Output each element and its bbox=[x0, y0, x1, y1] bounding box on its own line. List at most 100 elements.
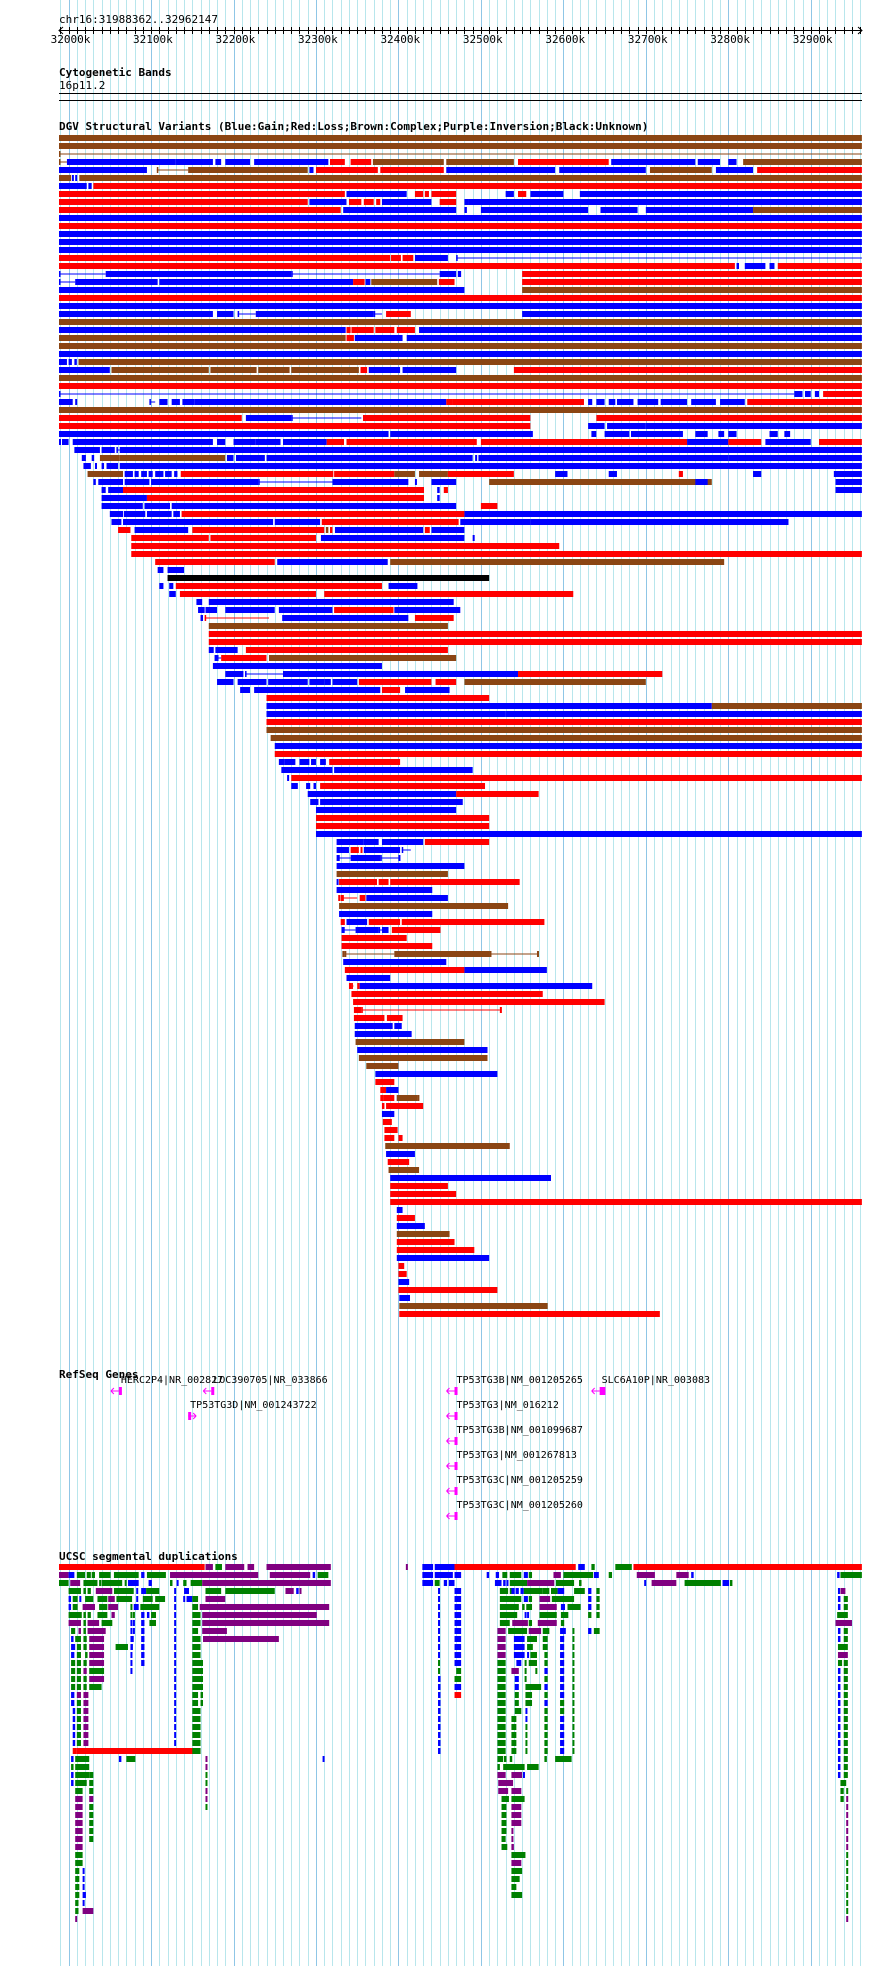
segdup-feature[interactable] bbox=[528, 1628, 542, 1634]
segdup-feature[interactable] bbox=[87, 1620, 100, 1626]
segdup-feature[interactable] bbox=[511, 1852, 526, 1858]
gene-label[interactable]: HERC2P4|NR_002827 bbox=[120, 1375, 224, 1386]
segdup-feature[interactable] bbox=[174, 1732, 177, 1738]
segdup-feature[interactable] bbox=[72, 1732, 76, 1738]
segdup-feature[interactable] bbox=[544, 1748, 548, 1754]
segdup-feature[interactable] bbox=[174, 1588, 177, 1594]
dgv-variant[interactable] bbox=[346, 919, 368, 925]
dgv-variant[interactable] bbox=[452, 399, 584, 405]
dgv-variant[interactable] bbox=[736, 263, 740, 269]
dgv-variant-intron[interactable] bbox=[217, 657, 222, 659]
dgv-variant[interactable] bbox=[233, 439, 256, 445]
dgv-variant[interactable] bbox=[439, 199, 457, 205]
segdup-feature[interactable] bbox=[837, 1596, 841, 1602]
dgv-variant[interactable] bbox=[111, 519, 122, 525]
segdup-feature[interactable] bbox=[71, 1668, 76, 1674]
segdup-feature[interactable] bbox=[837, 1732, 841, 1738]
dgv-variant[interactable] bbox=[435, 679, 457, 685]
segdup-feature[interactable] bbox=[454, 1596, 462, 1602]
segdup-feature[interactable] bbox=[149, 1620, 157, 1626]
segdup-feature[interactable] bbox=[75, 1812, 83, 1818]
segdup-feature[interactable] bbox=[572, 1740, 575, 1746]
dgv-variant[interactable] bbox=[208, 623, 448, 629]
segdup-feature[interactable] bbox=[438, 1588, 441, 1594]
segdup-feature[interactable] bbox=[200, 1700, 204, 1706]
segdup-feature[interactable] bbox=[593, 1628, 600, 1634]
segdup-feature[interactable] bbox=[205, 1756, 208, 1762]
segdup-feature[interactable] bbox=[497, 1652, 506, 1658]
segdup-feature[interactable] bbox=[560, 1748, 565, 1754]
segdup-feature[interactable] bbox=[443, 1580, 448, 1586]
segdup-feature[interactable] bbox=[544, 1684, 548, 1690]
segdup-feature[interactable] bbox=[572, 1652, 575, 1658]
dgv-variant[interactable] bbox=[146, 495, 425, 501]
dgv-variant[interactable] bbox=[350, 855, 381, 861]
segdup-feature[interactable] bbox=[192, 1612, 201, 1618]
dgv-variant[interactable] bbox=[765, 439, 811, 445]
segdup-feature[interactable] bbox=[87, 1612, 91, 1618]
segdup-feature[interactable] bbox=[454, 1676, 462, 1682]
dgv-variant[interactable] bbox=[287, 775, 290, 781]
dgv-variant[interactable] bbox=[505, 711, 862, 717]
segdup-feature[interactable] bbox=[527, 1644, 533, 1650]
dgv-variant[interactable] bbox=[388, 583, 418, 589]
segdup-feature[interactable] bbox=[544, 1700, 548, 1706]
segdup-feature[interactable] bbox=[636, 1572, 655, 1578]
segdup-feature[interactable] bbox=[524, 1612, 527, 1618]
segdup-feature[interactable] bbox=[840, 1588, 846, 1594]
segdup-feature[interactable] bbox=[501, 1820, 507, 1826]
dgv-variant[interactable] bbox=[119, 455, 226, 461]
dgv-variant[interactable] bbox=[59, 383, 862, 389]
segdup-feature[interactable] bbox=[567, 1604, 581, 1610]
dgv-variant[interactable] bbox=[447, 471, 514, 477]
segdup-feature[interactable] bbox=[72, 1716, 76, 1722]
dgv-variant[interactable] bbox=[194, 399, 447, 405]
segdup-feature[interactable] bbox=[101, 1620, 113, 1626]
segdup-feature[interactable] bbox=[843, 1700, 848, 1706]
segdup-feature[interactable] bbox=[83, 1660, 87, 1666]
dgv-variant[interactable] bbox=[678, 471, 683, 477]
dgv-variant[interactable] bbox=[464, 511, 862, 517]
dgv-variant[interactable] bbox=[456, 791, 539, 797]
dgv-variant[interactable] bbox=[728, 439, 762, 445]
dgv-variant[interactable] bbox=[384, 1135, 395, 1141]
segdup-feature[interactable] bbox=[75, 1900, 79, 1906]
dgv-variant[interactable] bbox=[468, 199, 862, 205]
segdup-feature[interactable] bbox=[174, 1708, 177, 1714]
segdup-feature[interactable] bbox=[843, 1740, 848, 1746]
segdup-feature[interactable] bbox=[76, 1708, 81, 1714]
dgv-variant[interactable] bbox=[332, 679, 358, 685]
dgv-variant[interactable] bbox=[59, 231, 862, 237]
segdup-feature[interactable] bbox=[497, 1660, 506, 1666]
gene-label[interactable]: TP53TG3C|NM_001205259 bbox=[456, 1475, 583, 1486]
segdup-feature[interactable] bbox=[75, 1804, 83, 1810]
segdup-feature[interactable] bbox=[192, 1668, 204, 1674]
dgv-variant[interactable] bbox=[715, 167, 754, 173]
segdup-feature[interactable] bbox=[572, 1716, 575, 1722]
segdup-feature[interactable] bbox=[528, 1620, 533, 1626]
dgv-variant[interactable] bbox=[59, 135, 862, 141]
dgv-variant[interactable] bbox=[353, 1015, 385, 1021]
segdup-feature[interactable] bbox=[130, 1628, 133, 1634]
segdup-feature[interactable] bbox=[71, 1636, 74, 1642]
segdup-feature[interactable] bbox=[837, 1612, 848, 1618]
dgv-variant[interactable] bbox=[278, 607, 333, 613]
segdup-feature[interactable] bbox=[405, 1564, 408, 1570]
segdup-feature[interactable] bbox=[130, 1644, 133, 1650]
segdup-feature[interactable] bbox=[579, 1580, 582, 1586]
segdup-feature[interactable] bbox=[516, 1660, 522, 1666]
segdup-feature[interactable] bbox=[843, 1732, 848, 1738]
segdup-feature[interactable] bbox=[141, 1660, 145, 1666]
dgv-variant[interactable] bbox=[175, 583, 382, 589]
segdup-feature[interactable] bbox=[511, 1748, 517, 1754]
dgv-variant[interactable] bbox=[353, 1007, 362, 1013]
segdup-feature[interactable] bbox=[525, 1724, 528, 1730]
dgv-variant[interactable] bbox=[134, 471, 139, 477]
segdup-feature[interactable] bbox=[837, 1668, 841, 1674]
segdup-feature[interactable] bbox=[588, 1604, 592, 1610]
segdup-feature[interactable] bbox=[192, 1652, 201, 1658]
dgv-variant[interactable] bbox=[365, 279, 371, 285]
segdup-feature[interactable] bbox=[124, 1580, 127, 1586]
segdup-feature[interactable] bbox=[454, 1604, 462, 1610]
segdup-feature[interactable] bbox=[560, 1692, 565, 1698]
